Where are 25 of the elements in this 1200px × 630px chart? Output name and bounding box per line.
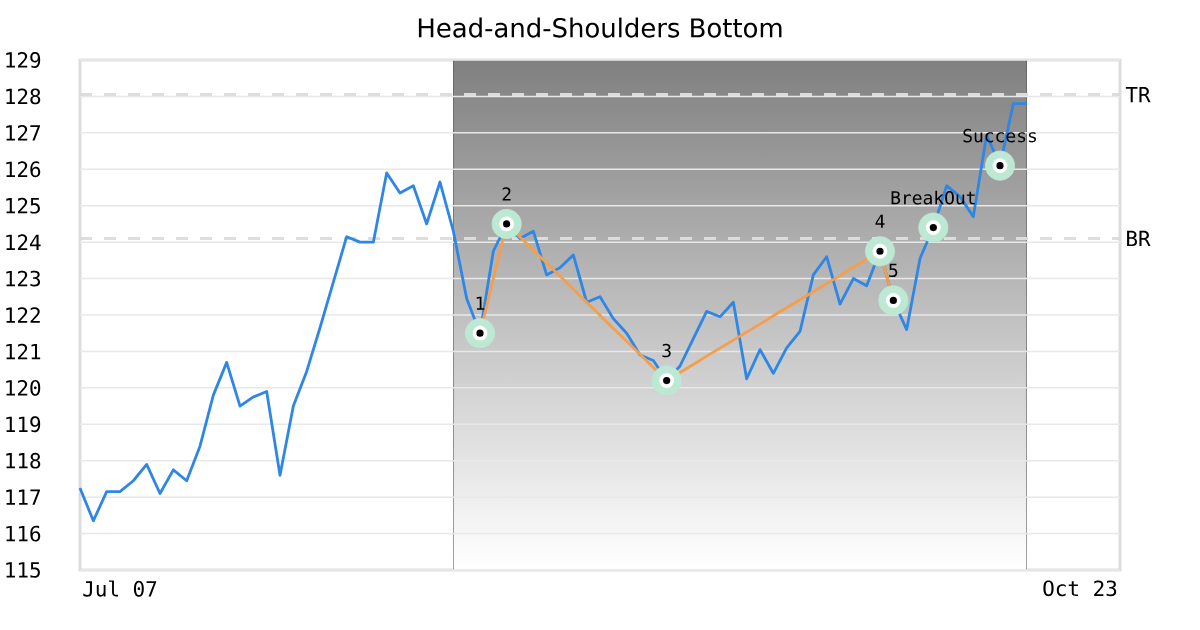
ref-line-label: TR <box>1125 86 1151 103</box>
y-tick-label: 120 <box>6 379 41 396</box>
y-tick-label: 125 <box>6 197 40 214</box>
x-tick-label: Jul 07 <box>83 580 157 597</box>
y-tick-label: 117 <box>6 489 40 505</box>
annotation: 1 <box>476 296 485 310</box>
chart-title: Head-and-Shoulders Bottom <box>418 17 782 38</box>
ref-line-label: BR <box>1127 230 1151 247</box>
y-tick-label: 121 <box>6 343 41 360</box>
annotation: 3 <box>662 343 671 358</box>
annotation: 5 <box>889 263 898 278</box>
y-tick-label: 118 <box>6 452 41 469</box>
annotation: 2 <box>502 187 511 201</box>
y-tick-label: 126 <box>6 161 41 178</box>
y-tick-label: 127 <box>6 125 40 141</box>
y-tick-label: 116 <box>6 525 41 542</box>
y-tick-label: 129 <box>6 52 41 68</box>
y-tick-label: 115 <box>6 562 40 578</box>
y-tick-label: 124 <box>6 234 41 250</box>
y-tick-label: 128 <box>6 88 41 105</box>
x-tick-label: Oct 23 <box>1043 580 1117 597</box>
y-tick-label: 122 <box>6 307 40 323</box>
y-tick-label: 119 <box>6 416 41 433</box>
y-tick-label: 123 <box>6 270 40 287</box>
annotation: 4 <box>875 214 885 228</box>
